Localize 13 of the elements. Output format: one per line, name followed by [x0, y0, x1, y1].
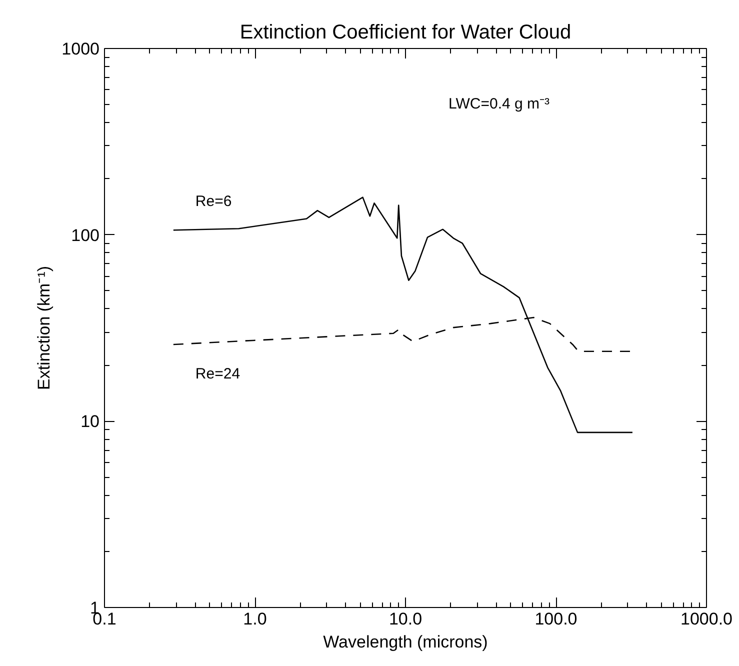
- chart-title: Extinction Coefficient for Water Cloud: [240, 22, 572, 44]
- annotation: LWC=0.4 g m⁻³: [448, 96, 550, 112]
- y-tick-label: 100: [71, 226, 100, 245]
- y-tick-label: 1000: [62, 40, 100, 58]
- x-tick-label: 100.0: [534, 610, 578, 628]
- y-axis-title: Extinction (km⁻¹): [34, 266, 54, 390]
- x-tick-label: 1.0: [243, 610, 267, 628]
- x-axis-title: Wavelength (microns): [323, 632, 488, 652]
- x-tick-label: 1000.0: [680, 610, 732, 628]
- x-tick-label: 10.0: [388, 610, 422, 628]
- series-label: Re=24: [195, 365, 240, 382]
- y-tick-label: 10: [80, 412, 100, 432]
- series-label: Re=6: [195, 193, 232, 210]
